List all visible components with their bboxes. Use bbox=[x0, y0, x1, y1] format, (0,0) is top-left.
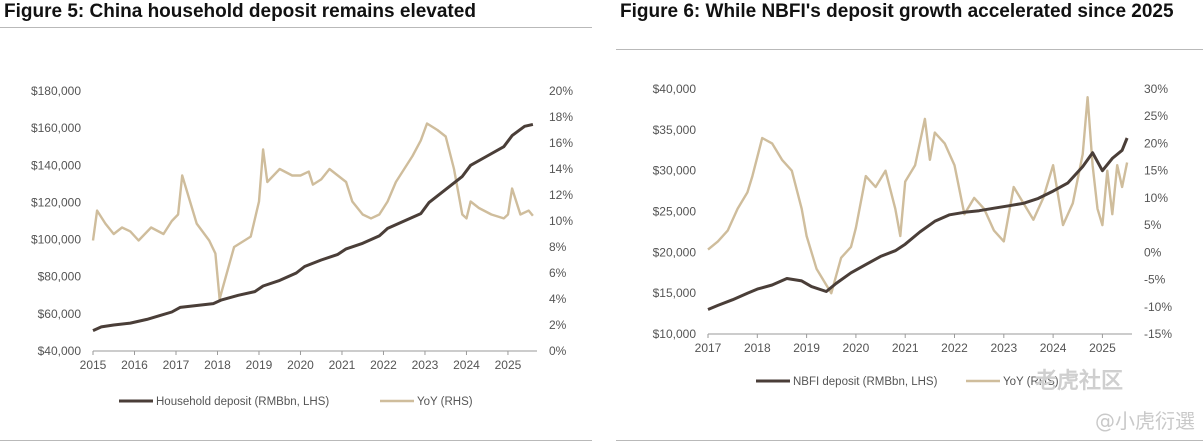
y-right-tick-label: 0% bbox=[549, 344, 567, 358]
y-right-tick-label: -15% bbox=[1144, 327, 1172, 341]
x-tick-label: 2024 bbox=[1040, 341, 1067, 355]
handle-watermark: @小虎衍選 bbox=[1095, 409, 1195, 433]
y-left-tick-label: $10,000 bbox=[653, 327, 697, 341]
y-left-tick-label: $120,000 bbox=[31, 195, 81, 209]
x-tick-label: 2020 bbox=[843, 341, 870, 355]
x-tick-label: 2017 bbox=[695, 341, 722, 355]
x-tick-label: 2020 bbox=[287, 358, 314, 372]
y-left-tick-label: $60,000 bbox=[38, 307, 82, 321]
y-left-tick-label: $100,000 bbox=[31, 233, 81, 247]
x-tick-label: 2024 bbox=[453, 358, 480, 372]
y-left-tick-label: $40,000 bbox=[653, 82, 697, 96]
figure-5-panel: Figure 5: China household deposit remain… bbox=[0, 0, 592, 448]
x-tick-label: 2015 bbox=[80, 358, 107, 372]
y-right-tick-label: 12% bbox=[549, 188, 573, 202]
yoy-series-line bbox=[91, 122, 534, 301]
x-tick-label: 2021 bbox=[892, 341, 919, 355]
y-right-tick-label: -5% bbox=[1144, 273, 1166, 287]
figure-6-top-rule bbox=[616, 49, 1203, 50]
figure-6-bottom-rule bbox=[616, 440, 1203, 441]
y-right-tick-label: 20% bbox=[549, 84, 573, 98]
y-right-tick-label: 5% bbox=[1144, 218, 1162, 232]
y-left-tick-label: $20,000 bbox=[653, 245, 697, 259]
y-left-tick-label: $180,000 bbox=[31, 84, 81, 98]
figure-5-top-rule bbox=[0, 27, 592, 28]
y-right-tick-label: 6% bbox=[549, 266, 567, 280]
y-left-tick-label: $80,000 bbox=[38, 270, 82, 284]
y-right-tick-label: 20% bbox=[1144, 136, 1168, 150]
y-left-tick-label: $35,000 bbox=[653, 123, 697, 137]
x-tick-label: 2016 bbox=[121, 358, 148, 372]
x-tick-label: 2022 bbox=[941, 341, 968, 355]
y-right-tick-label: 10% bbox=[1144, 191, 1168, 205]
y-left-tick-label: $30,000 bbox=[653, 164, 697, 178]
y-right-tick-label: 4% bbox=[549, 292, 567, 306]
x-tick-label: 2017 bbox=[163, 358, 190, 372]
x-tick-label: 2018 bbox=[744, 341, 771, 355]
figure-6-title: Figure 6: While NBFI's deposit growth ac… bbox=[620, 1, 1174, 22]
y-right-tick-label: 30% bbox=[1144, 82, 1168, 96]
figure-6-panel: Figure 6: While NBFI's deposit growth ac… bbox=[616, 0, 1203, 448]
y-right-tick-label: 15% bbox=[1144, 164, 1168, 178]
x-tick-label: 2019 bbox=[793, 341, 820, 355]
y-right-tick-label: 25% bbox=[1144, 109, 1168, 123]
figure-5-bottom-rule bbox=[0, 440, 592, 441]
y-left-tick-label: $160,000 bbox=[31, 121, 81, 135]
deposit-series-line bbox=[92, 122, 534, 332]
legend-label: NBFI deposit (RMBbn, LHS) bbox=[793, 376, 938, 388]
y-right-tick-label: 0% bbox=[1144, 245, 1162, 259]
legend-label: Household deposit (RMBbn, LHS) bbox=[156, 396, 329, 408]
figure-5-title: Figure 5: China household deposit remain… bbox=[4, 1, 476, 22]
deposit-series-line bbox=[707, 137, 1129, 311]
y-right-tick-label: 8% bbox=[549, 240, 567, 254]
y-left-tick-label: $15,000 bbox=[653, 286, 697, 300]
x-tick-label: 2022 bbox=[370, 358, 397, 372]
x-tick-label: 2021 bbox=[329, 358, 356, 372]
y-right-tick-label: 2% bbox=[549, 318, 567, 332]
x-tick-label: 2025 bbox=[495, 358, 522, 372]
legend-label: YoY (RHS) bbox=[1003, 376, 1059, 388]
y-right-tick-label: 18% bbox=[549, 110, 573, 124]
y-right-tick-label: 10% bbox=[549, 214, 573, 228]
figure-5-chart: $40,000 $60,000 $80,000 $100,000 $120,000 $14… bbox=[31, 84, 573, 408]
y-left-tick-label: $140,000 bbox=[31, 158, 81, 172]
x-tick-label: 2025 bbox=[1089, 341, 1116, 355]
y-left-tick-label: $40,000 bbox=[38, 344, 82, 358]
y-left-tick-label: $25,000 bbox=[653, 205, 697, 219]
tiger-community-watermark: 老虎社区 bbox=[1034, 369, 1123, 394]
x-tick-label: 2019 bbox=[246, 358, 273, 372]
x-tick-label: 2023 bbox=[990, 341, 1017, 355]
x-tick-label: 2018 bbox=[204, 358, 231, 372]
x-tick-label: 2023 bbox=[412, 358, 439, 372]
legend-label: YoY (RHS) bbox=[417, 396, 473, 408]
y-right-tick-label: 14% bbox=[549, 162, 573, 176]
yoy-series-line bbox=[707, 95, 1129, 295]
figure-6-chart: $10,000 $15,000 $20,000 $25,000 $30,000 $35,0… bbox=[653, 82, 1173, 388]
y-right-tick-label: 16% bbox=[549, 136, 573, 150]
y-right-tick-label: -10% bbox=[1144, 300, 1172, 314]
